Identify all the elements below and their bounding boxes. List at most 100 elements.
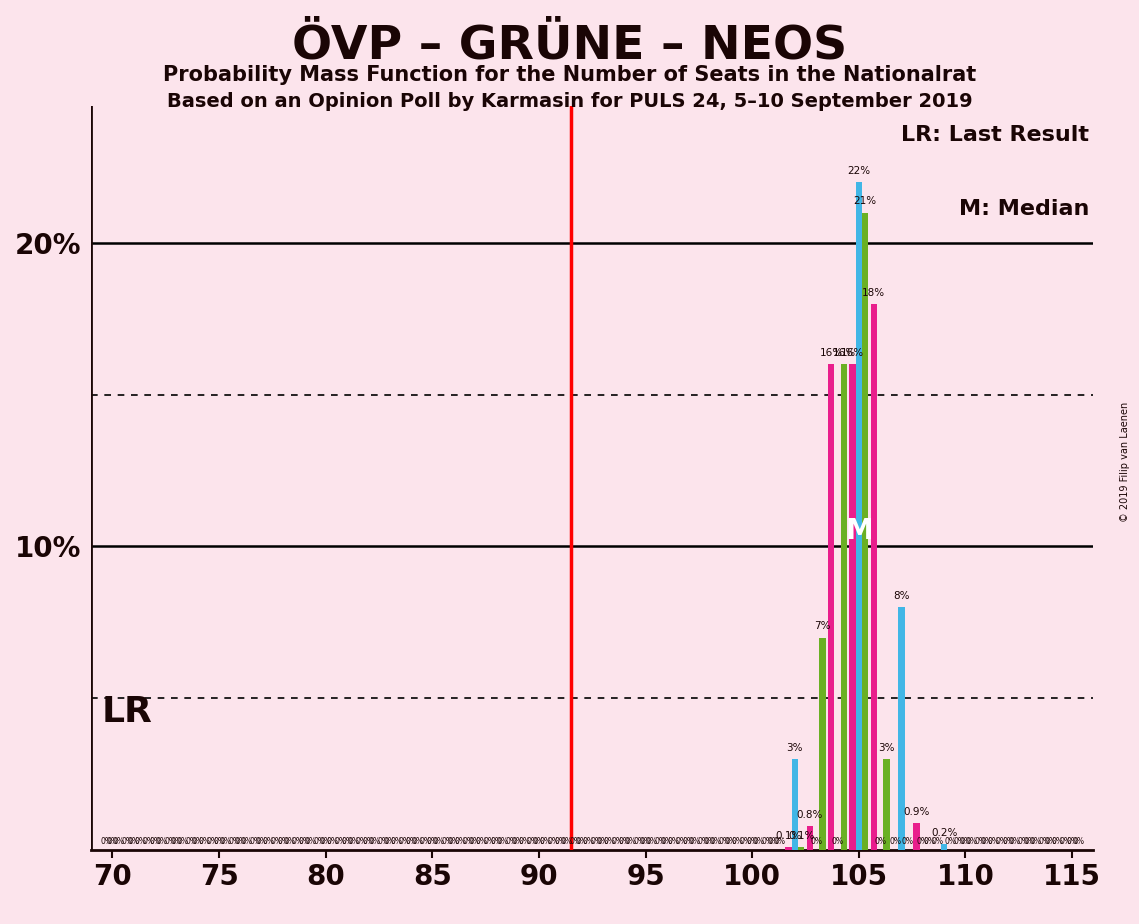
Text: 0%: 0% xyxy=(399,836,411,845)
Text: 0%: 0% xyxy=(1073,836,1084,845)
Text: 0%: 0% xyxy=(377,836,390,845)
Text: 0%: 0% xyxy=(1017,836,1029,845)
Text: 0%: 0% xyxy=(213,836,226,845)
Text: 0%: 0% xyxy=(341,836,353,845)
Text: 0%: 0% xyxy=(1008,836,1021,845)
Text: 0%: 0% xyxy=(675,836,688,845)
Bar xyxy=(798,847,804,850)
Text: 0%: 0% xyxy=(426,836,439,845)
Text: 0%: 0% xyxy=(390,836,402,845)
Text: 0%: 0% xyxy=(917,836,928,845)
Text: 0%: 0% xyxy=(1039,836,1050,845)
Text: LR: LR xyxy=(101,695,153,729)
Text: 0%: 0% xyxy=(1059,836,1072,845)
Text: 0%: 0% xyxy=(773,836,786,845)
Text: 0%: 0% xyxy=(206,836,219,845)
Text: 0%: 0% xyxy=(548,836,560,845)
Text: 0%: 0% xyxy=(633,836,645,845)
Text: 0%: 0% xyxy=(326,836,338,845)
Bar xyxy=(870,304,877,850)
Text: 0%: 0% xyxy=(484,836,495,845)
Bar xyxy=(941,844,948,850)
Text: 0%: 0% xyxy=(1030,836,1042,845)
Text: 0%: 0% xyxy=(1024,836,1035,845)
Text: Based on an Opinion Poll by Karmasin for PULS 24, 5–10 September 2019: Based on an Opinion Poll by Karmasin for… xyxy=(166,92,973,112)
Text: 22%: 22% xyxy=(847,166,870,176)
Text: 0%: 0% xyxy=(582,836,595,845)
Text: 0%: 0% xyxy=(646,836,658,845)
Text: 0%: 0% xyxy=(1051,836,1063,845)
Text: 0%: 0% xyxy=(518,836,530,845)
Text: 21%: 21% xyxy=(854,197,877,206)
Text: 0%: 0% xyxy=(597,836,609,845)
Text: 0%: 0% xyxy=(924,836,935,845)
Text: 0%: 0% xyxy=(704,836,715,845)
Text: 0%: 0% xyxy=(810,836,822,845)
Text: 0%: 0% xyxy=(1002,836,1014,845)
Text: 0%: 0% xyxy=(661,836,673,845)
Text: 0%: 0% xyxy=(462,836,475,845)
Text: 7%: 7% xyxy=(814,622,830,631)
Text: 0%: 0% xyxy=(106,836,118,845)
Text: 0%: 0% xyxy=(191,836,204,845)
Text: 0%: 0% xyxy=(128,836,140,845)
Bar xyxy=(828,364,835,850)
Text: 0%: 0% xyxy=(932,836,944,845)
Text: 0%: 0% xyxy=(511,836,524,845)
Text: 0%: 0% xyxy=(220,836,231,845)
Text: 8%: 8% xyxy=(893,591,910,602)
Text: 0%: 0% xyxy=(590,836,603,845)
Text: 0%: 0% xyxy=(362,836,375,845)
Text: 0.2%: 0.2% xyxy=(931,828,958,838)
Text: 0%: 0% xyxy=(448,836,460,845)
Text: 0%: 0% xyxy=(171,836,182,845)
Text: 16%: 16% xyxy=(820,348,843,359)
Text: 0%: 0% xyxy=(533,836,544,845)
Text: 0%: 0% xyxy=(981,836,993,845)
Text: 0%: 0% xyxy=(142,836,155,845)
Text: 0%: 0% xyxy=(974,836,986,845)
Text: 0%: 0% xyxy=(560,836,573,845)
Text: 3%: 3% xyxy=(787,743,803,753)
Bar xyxy=(806,826,813,850)
Text: 0%: 0% xyxy=(113,836,125,845)
Text: 0%: 0% xyxy=(271,836,282,845)
Text: 0%: 0% xyxy=(357,836,368,845)
Text: 0%: 0% xyxy=(959,836,972,845)
Text: 0%: 0% xyxy=(740,836,752,845)
Text: 0%: 0% xyxy=(761,836,773,845)
Text: 0%: 0% xyxy=(164,836,177,845)
Text: 0%: 0% xyxy=(454,836,466,845)
Text: 3%: 3% xyxy=(878,743,895,753)
Text: 0%: 0% xyxy=(746,836,759,845)
Bar xyxy=(855,182,862,850)
Text: 0%: 0% xyxy=(405,836,417,845)
Text: 0%: 0% xyxy=(724,836,737,845)
Text: 18%: 18% xyxy=(862,287,885,298)
Bar xyxy=(884,759,890,850)
Text: 0%: 0% xyxy=(874,836,886,845)
Text: 0%: 0% xyxy=(575,836,588,845)
Text: 0%: 0% xyxy=(526,836,539,845)
Text: 0%: 0% xyxy=(988,836,999,845)
Text: 0%: 0% xyxy=(411,836,424,845)
Text: 0%: 0% xyxy=(305,836,317,845)
Text: 0.9%: 0.9% xyxy=(903,807,929,817)
Text: 0%: 0% xyxy=(284,836,295,845)
Text: 0%: 0% xyxy=(469,836,481,845)
Text: 0%: 0% xyxy=(555,836,566,845)
Text: 0%: 0% xyxy=(433,836,444,845)
Text: 0%: 0% xyxy=(320,836,331,845)
Text: 0%: 0% xyxy=(682,836,695,845)
Text: 0%: 0% xyxy=(497,836,509,845)
Text: M: M xyxy=(845,517,872,545)
Text: 0%: 0% xyxy=(689,836,700,845)
Text: 0%: 0% xyxy=(228,836,240,845)
Text: 0%: 0% xyxy=(570,836,581,845)
Text: 0%: 0% xyxy=(384,836,395,845)
Text: 0%: 0% xyxy=(966,836,978,845)
Bar xyxy=(913,822,919,850)
Text: ÖVP – GRÜNE – NEOS: ÖVP – GRÜNE – NEOS xyxy=(292,23,847,68)
Text: 0%: 0% xyxy=(122,836,133,845)
Text: 0%: 0% xyxy=(177,836,189,845)
